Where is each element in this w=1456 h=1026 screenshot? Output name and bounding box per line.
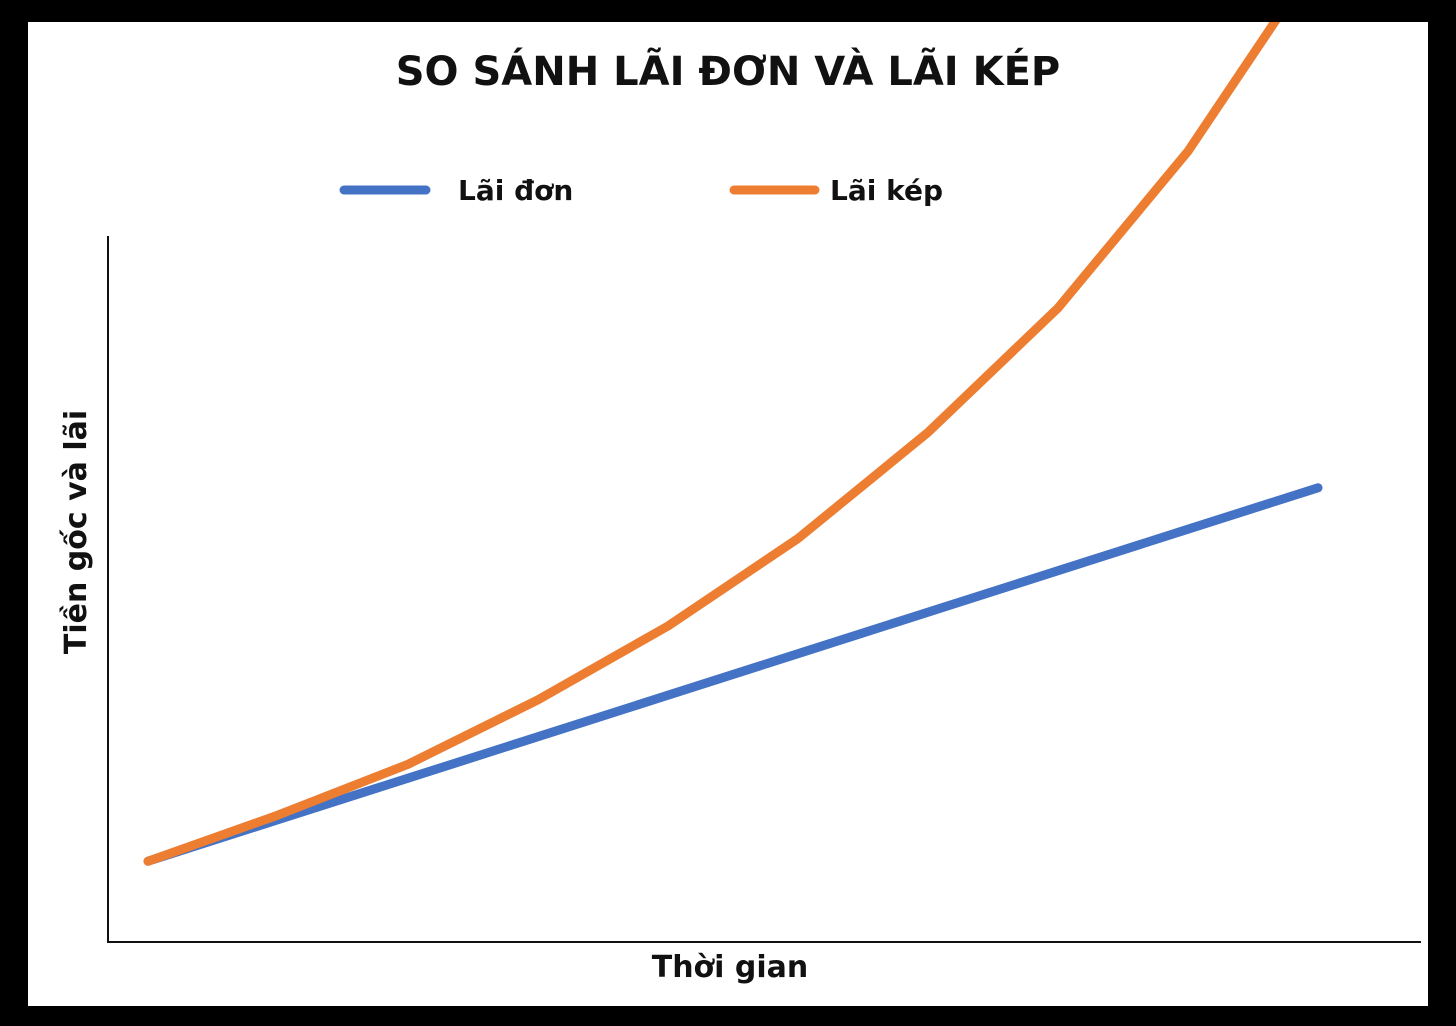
y-axis-label: Tiền gốc và lãi — [59, 410, 94, 654]
series-layer — [143, 22, 1323, 866]
series-line-lai-kep — [143, 22, 1281, 866]
legend-label-lai-kep: Lãi kép — [830, 174, 943, 207]
x-axis-label: Thời gian — [652, 950, 809, 985]
chart-title: SO SÁNH LÃI ĐƠN VÀ LÃI KÉP — [396, 46, 1061, 95]
chart-frame: SO SÁNH LÃI ĐƠN VÀ LÃI KÉP Lãi đơn Lãi ké… — [28, 22, 1428, 1006]
series-line-lai-don — [143, 483, 1323, 866]
line-chart: SO SÁNH LÃI ĐƠN VÀ LÃI KÉP Lãi đơn Lãi ké… — [59, 22, 1421, 985]
legend: Lãi đơn Lãi kép — [339, 174, 943, 207]
legend-label-lai-don: Lãi đơn — [458, 174, 573, 207]
